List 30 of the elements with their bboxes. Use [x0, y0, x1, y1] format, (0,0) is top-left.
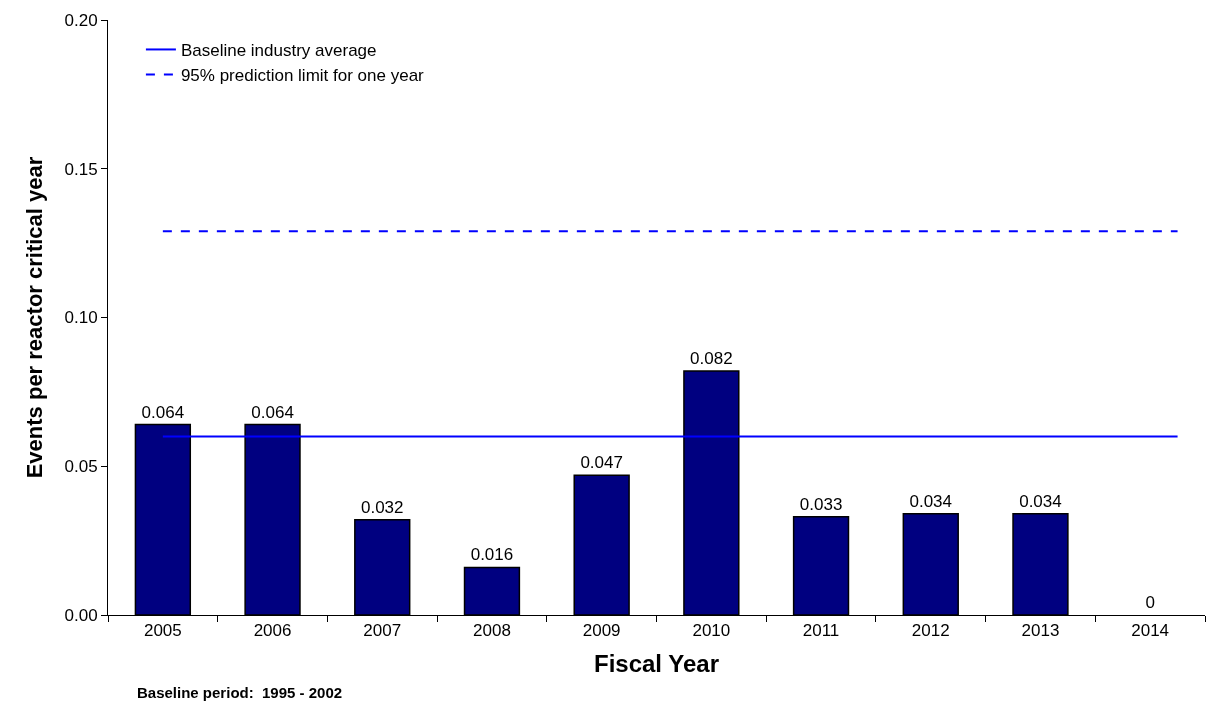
x-tick-label: 2008 [473, 621, 511, 641]
data-label: 0.047 [580, 453, 623, 473]
x-tick-label: 2011 [802, 621, 840, 641]
x-tick-label: 2005 [143, 621, 182, 641]
x-tick-label: 2013 [1021, 621, 1060, 641]
data-label: 0.033 [799, 494, 843, 514]
legend-label: 95% prediction limit for one year [180, 66, 425, 86]
y-axis-title: Events per reactor critical year [22, 156, 48, 479]
legend-label: Baseline industry average [180, 41, 377, 61]
data-label: 0.032 [360, 497, 404, 517]
x-tick-label: 2014 [1131, 621, 1170, 641]
data-label: 0.064 [251, 402, 294, 422]
x-tick-label: 2009 [582, 621, 621, 641]
x-tick-label: 2012 [911, 621, 950, 641]
data-label: 0.064 [141, 402, 185, 422]
data-label: 0 [1145, 593, 1155, 612]
data-label: 0.016 [470, 545, 514, 565]
y-tick-label: 0.15 [64, 159, 98, 179]
y-tick-label: 0.10 [64, 308, 98, 328]
data-label: 0.034 [1019, 491, 1062, 511]
x-tick-label: 2006 [253, 621, 292, 641]
data-label: 0.034 [909, 491, 953, 511]
x-tick-label: 2010 [692, 621, 731, 641]
data-label: 0.082 [690, 349, 733, 369]
x-axis-title: Fiscal Year [594, 649, 719, 677]
y-tick-label: 0.20 [64, 10, 98, 30]
y-tick-label: 0.05 [64, 457, 98, 477]
text: Baseline period: 1995 - 2002 [137, 684, 343, 701]
y-tick-label: 0.00 [64, 605, 98, 625]
x-tick-label: 2007 [363, 621, 402, 641]
